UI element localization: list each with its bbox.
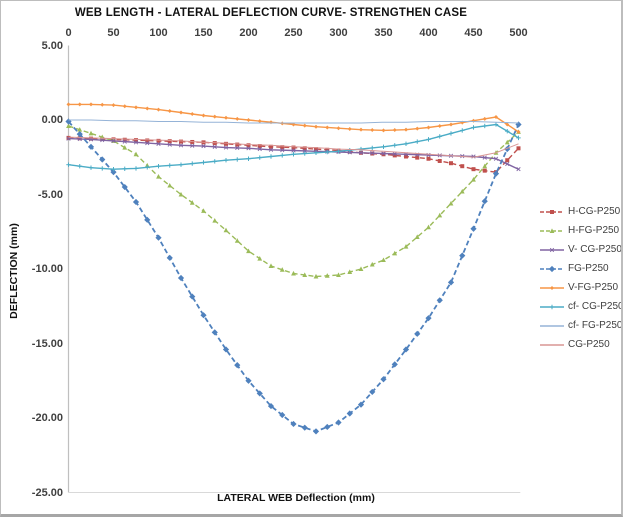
legend-swatch-none-icon xyxy=(540,324,564,327)
legend-swatch-x-icon xyxy=(540,247,564,252)
legend-swatch-plus-icon xyxy=(540,304,564,309)
chart-title: WEB LENGTH - LATERAL DEFLECTION CURVE- S… xyxy=(74,7,468,19)
x-tick-label: 450 xyxy=(464,27,483,39)
legend-swatch-diamond-icon xyxy=(540,265,564,272)
x-tick-label: 50 xyxy=(107,27,120,39)
series-FG-P250 xyxy=(65,118,522,435)
legend-label: cf- CG-P250 xyxy=(568,301,623,312)
x-tick-label: 150 xyxy=(194,27,213,39)
legend-item: FG-P250 xyxy=(539,259,621,278)
x-tick-label: 400 xyxy=(419,27,438,39)
series-cf-FG-P250 xyxy=(68,119,519,124)
y-tick-label: -10.00 xyxy=(31,263,63,275)
y-tick-label: -5.00 xyxy=(37,188,63,201)
y-tick-label: -20.00 xyxy=(31,412,63,424)
series-cf-CG-P250 xyxy=(66,122,521,172)
legend-swatch-square-icon xyxy=(540,209,564,214)
legend-label: FG-P250 xyxy=(568,263,609,274)
legend-swatch-diamond-small-icon xyxy=(540,285,564,290)
x-tick-label: 500 xyxy=(509,27,528,39)
x-tick-label: 350 xyxy=(374,27,393,39)
y-tick-label: 5.00 xyxy=(41,39,63,52)
series-V-FG-P250 xyxy=(66,102,521,134)
legend-label: V- CG-P250 xyxy=(568,244,622,255)
x-tick-label: 300 xyxy=(329,27,348,39)
legend-item: cf- CG-P250 xyxy=(539,297,623,316)
x-tick-label: 200 xyxy=(239,27,258,39)
x-tick-label: 100 xyxy=(149,27,168,39)
legend-item: cf- FG-P250 xyxy=(539,316,623,335)
legend-swatch-none-icon xyxy=(540,343,564,346)
y-tick-label: -15.00 xyxy=(31,337,63,350)
legend-label: CG-P250 xyxy=(568,339,610,350)
y-tick-label: -25.00 xyxy=(31,486,63,499)
x-tick-label: 0 xyxy=(65,27,72,39)
legend-label: V-FG-P250 xyxy=(568,282,619,293)
legend-item: H-FG-P250 xyxy=(539,221,621,240)
legend-swatch-triangle-icon xyxy=(540,227,564,233)
y-axis-title: DEFLECTION (mm) xyxy=(8,223,20,319)
legend-item: H-CG-P250 xyxy=(539,202,621,221)
series-CG-P250 xyxy=(68,136,519,158)
y-tick-label: 0.00 xyxy=(41,114,63,126)
legend: H-CG-P250 H-FG-P250 V- CG-P250 FG-P250 V-FG-… xyxy=(539,202,623,354)
legend-item: V-FG-P250 xyxy=(539,278,621,297)
legend-label: H-CG-P250 xyxy=(568,206,621,217)
legend-label: cf- FG-P250 xyxy=(568,320,623,331)
legend-item: CG-P250 xyxy=(539,335,621,354)
x-tick-label: 250 xyxy=(284,27,303,39)
x-axis-title: LATERAL WEB Deflection (mm) xyxy=(217,492,375,504)
legend-item: V- CG-P250 xyxy=(539,240,622,259)
legend-label: H-FG-P250 xyxy=(568,225,620,236)
